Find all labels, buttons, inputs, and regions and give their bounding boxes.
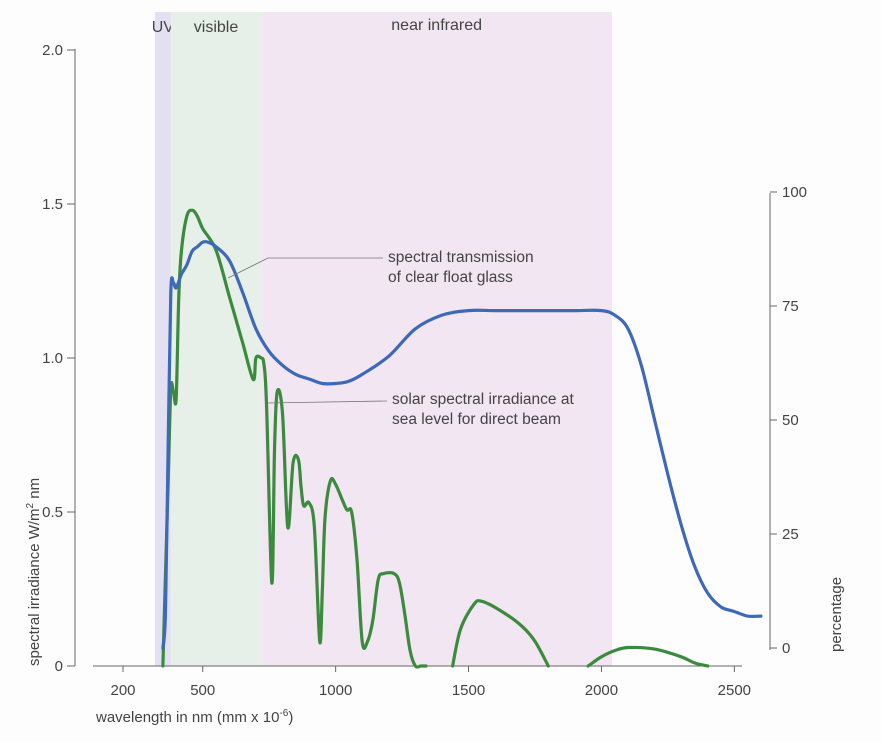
right-y-tick-label: 25 (782, 526, 799, 543)
x-tick-label: 2000 (585, 682, 618, 699)
annotation-leader-line (266, 400, 388, 404)
band-label: UV (152, 19, 175, 36)
spectrum-bands: UV visible near infrared (152, 12, 613, 666)
right-y-tick-label: 0 (782, 640, 790, 657)
ticks: 200 500 1000 1500 2000 2500 0 0.5 1.0 1.5 2.0 0 25 50… (42, 42, 807, 699)
left-y-axis-title: spectral irradiance W/m2 nm (25, 478, 43, 666)
series-layer (161, 208, 763, 669)
transmission-line (161, 240, 763, 650)
band-label: near infrared (391, 17, 482, 34)
right-y-axis-title: percentage (828, 577, 845, 652)
x-tick-label: 500 (190, 682, 215, 699)
irradiance-line-segment-2 (451, 599, 550, 668)
x-tick-label: 1000 (319, 682, 352, 699)
band-label: visible (194, 19, 239, 36)
irradiance-line-segment-1 (161, 208, 428, 669)
x-tick-label: 1500 (452, 682, 485, 699)
x-tick-label: 2500 (718, 682, 751, 699)
left-y-tick-label: 0.5 (42, 504, 63, 521)
band-near-infrared (261, 12, 613, 666)
right-y-tick-label: 100 (782, 184, 807, 201)
left-y-tick-label: 2.0 (42, 42, 63, 59)
annotation-text: of clear float glass (388, 269, 513, 286)
left-y-tick-label: 0 (55, 658, 63, 675)
irradiance-line-segment-3 (586, 645, 710, 668)
annotations: spectral transmission of clear float glas… (227, 249, 574, 428)
x-axis-title: wavelength in nm (mm x 10-6) (95, 708, 293, 726)
annotation-leader-line (227, 257, 383, 279)
annotation-text: spectral transmission (388, 249, 534, 266)
annotation-text: solar spectral irradiance at (392, 391, 574, 408)
band-visible (170, 12, 262, 666)
left-y-tick-label: 1.0 (42, 350, 63, 367)
annotation-text: sea level for direct beam (392, 411, 561, 428)
right-y-tick-label: 50 (782, 412, 799, 429)
x-tick-label: 200 (110, 682, 135, 699)
right-y-tick-label: 75 (782, 298, 799, 315)
left-y-tick-label: 1.5 (42, 196, 63, 213)
